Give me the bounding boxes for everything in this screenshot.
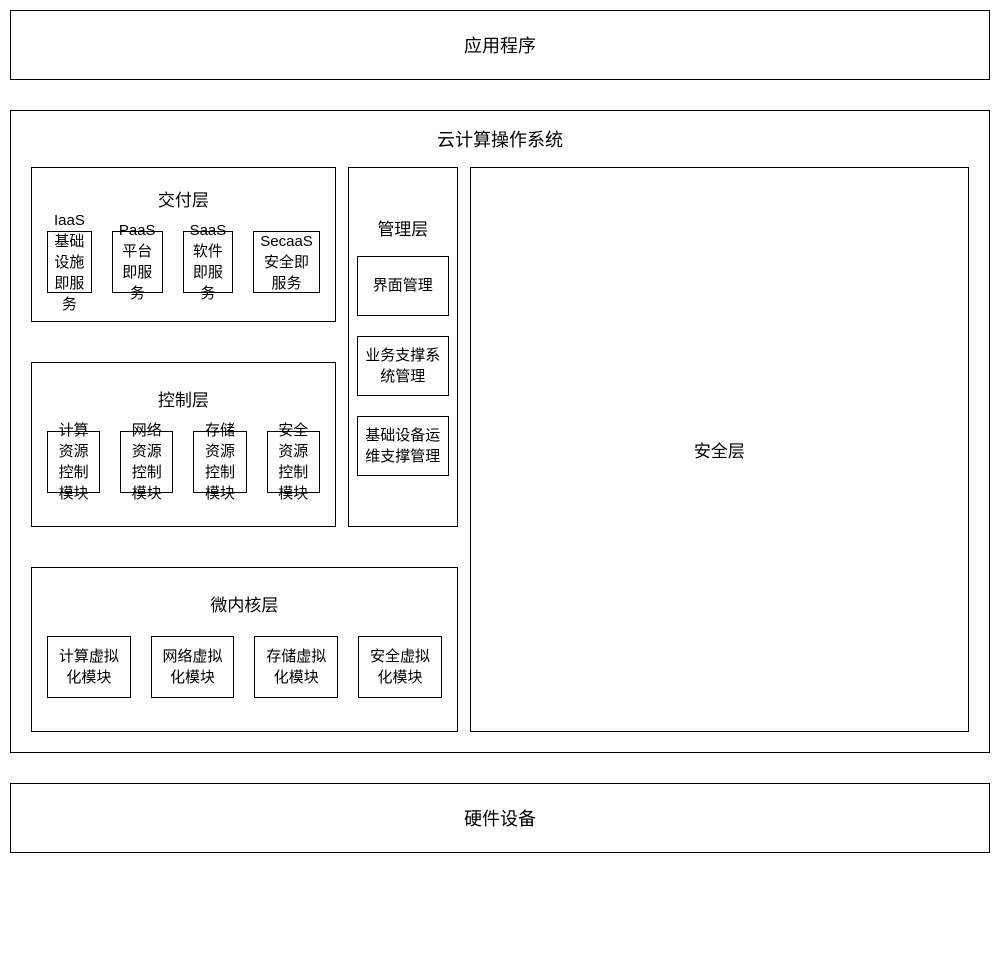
hardware-label: 硬件设备: [464, 805, 536, 831]
module-label: 业务支撑系统管理: [362, 345, 444, 387]
delivery-control-column: 交付层 IaaS 基础设施即服务 PaaS 平台即服务: [31, 167, 336, 527]
module-label: 控制模块: [200, 462, 239, 504]
top-layers-row: 交付层 IaaS 基础设施即服务 PaaS 平台即服务: [31, 167, 458, 527]
ui-mgmt-module: 界面管理: [357, 256, 449, 316]
security-virt-module: 安全虚拟化模块: [358, 636, 442, 698]
module-label: 控制模块: [54, 462, 93, 504]
main-left-group: 交付层 IaaS 基础设施即服务 PaaS 平台即服务: [31, 167, 458, 732]
infra-ops-mgmt-module: 基础设备运维支撑管理: [357, 416, 449, 476]
storage-virt-module: 存储虚拟化模块: [254, 636, 338, 698]
control-modules-row: 计算资源 控制模块 网络资源 控制模块 存储资源 控制模块: [47, 431, 320, 493]
module-label: PaaS: [119, 220, 156, 241]
module-label: 平台即服务: [119, 241, 156, 304]
storage-control-module: 存储资源 控制模块: [193, 431, 246, 493]
hardware-box: 硬件设备: [10, 783, 990, 853]
saas-module: SaaS 软件即服务: [183, 231, 234, 293]
network-virt-module: 网络虚拟化模块: [151, 636, 235, 698]
module-label: 控制模块: [274, 462, 313, 504]
security-layer-title: 安全层: [694, 437, 745, 462]
module-label: SecaaS: [260, 231, 313, 252]
module-label: 存储虚拟化模块: [261, 646, 331, 688]
module-label: 基础设施即服务: [54, 231, 85, 315]
module-label: 安全虚拟化模块: [365, 646, 435, 688]
module-label: IaaS: [54, 210, 85, 231]
management-layer-box: 管理层 界面管理 业务支撑系统管理 基础设备运维支撑管理: [348, 167, 458, 527]
management-modules: 界面管理 业务支撑系统管理 基础设备运维支撑管理: [357, 256, 449, 476]
module-label: 安全资源: [274, 420, 313, 462]
module-label: SaaS: [190, 220, 227, 241]
module-label: 计算虚拟化模块: [54, 646, 124, 688]
module-label: 界面管理: [373, 275, 433, 296]
module-label: 网络资源: [127, 420, 166, 462]
cloud-os-title: 云计算操作系统: [437, 126, 563, 152]
secaas-module: SecaaS 安全即服务: [253, 231, 320, 293]
delivery-layer-title: 交付层: [158, 186, 209, 211]
security-control-module: 安全资源 控制模块: [267, 431, 320, 493]
compute-control-module: 计算资源 控制模块: [47, 431, 100, 493]
module-label: 软件即服务: [190, 241, 227, 304]
module-label: 网络虚拟化模块: [158, 646, 228, 688]
diagram-container: 应用程序 云计算操作系统 交付层 IaaS 基: [10, 10, 990, 853]
compute-virt-module: 计算虚拟化模块: [47, 636, 131, 698]
module-label: 计算资源: [54, 420, 93, 462]
microkernel-layer-box: 微内核层 计算虚拟化模块 网络虚拟化模块 存储虚拟化模块 安全虚拟化模块: [31, 567, 458, 732]
application-box: 应用程序: [10, 10, 990, 80]
biz-support-mgmt-module: 业务支撑系统管理: [357, 336, 449, 396]
module-label: 存储资源: [200, 420, 239, 462]
module-label: 控制模块: [127, 462, 166, 504]
main-inner: 交付层 IaaS 基础设施即服务 PaaS 平台即服务: [31, 167, 969, 732]
iaas-module: IaaS 基础设施即服务: [47, 231, 92, 293]
delivery-modules-row: IaaS 基础设施即服务 PaaS 平台即服务 SaaS 软件即服务: [47, 231, 320, 293]
kernel-modules-row: 计算虚拟化模块 网络虚拟化模块 存储虚拟化模块 安全虚拟化模块: [47, 636, 442, 698]
cloud-os-box: 云计算操作系统 交付层 IaaS 基础设施即服务: [10, 110, 990, 753]
application-label: 应用程序: [464, 32, 536, 58]
control-layer-title: 控制层: [158, 386, 209, 411]
management-column: 管理层 界面管理 业务支撑系统管理 基础设备运维支撑管理: [348, 167, 458, 527]
paas-module: PaaS 平台即服务: [112, 231, 163, 293]
management-layer-title: 管理层: [377, 215, 428, 240]
microkernel-layer-title: 微内核层: [210, 591, 278, 616]
module-label: 基础设备运维支撑管理: [362, 425, 444, 467]
security-layer-box: 安全层: [470, 167, 969, 732]
control-layer-box: 控制层 计算资源 控制模块 网络资源 控制模块: [31, 362, 336, 527]
module-label: 安全即服务: [260, 252, 313, 294]
network-control-module: 网络资源 控制模块: [120, 431, 173, 493]
delivery-layer-box: 交付层 IaaS 基础设施即服务 PaaS 平台即服务: [31, 167, 336, 322]
